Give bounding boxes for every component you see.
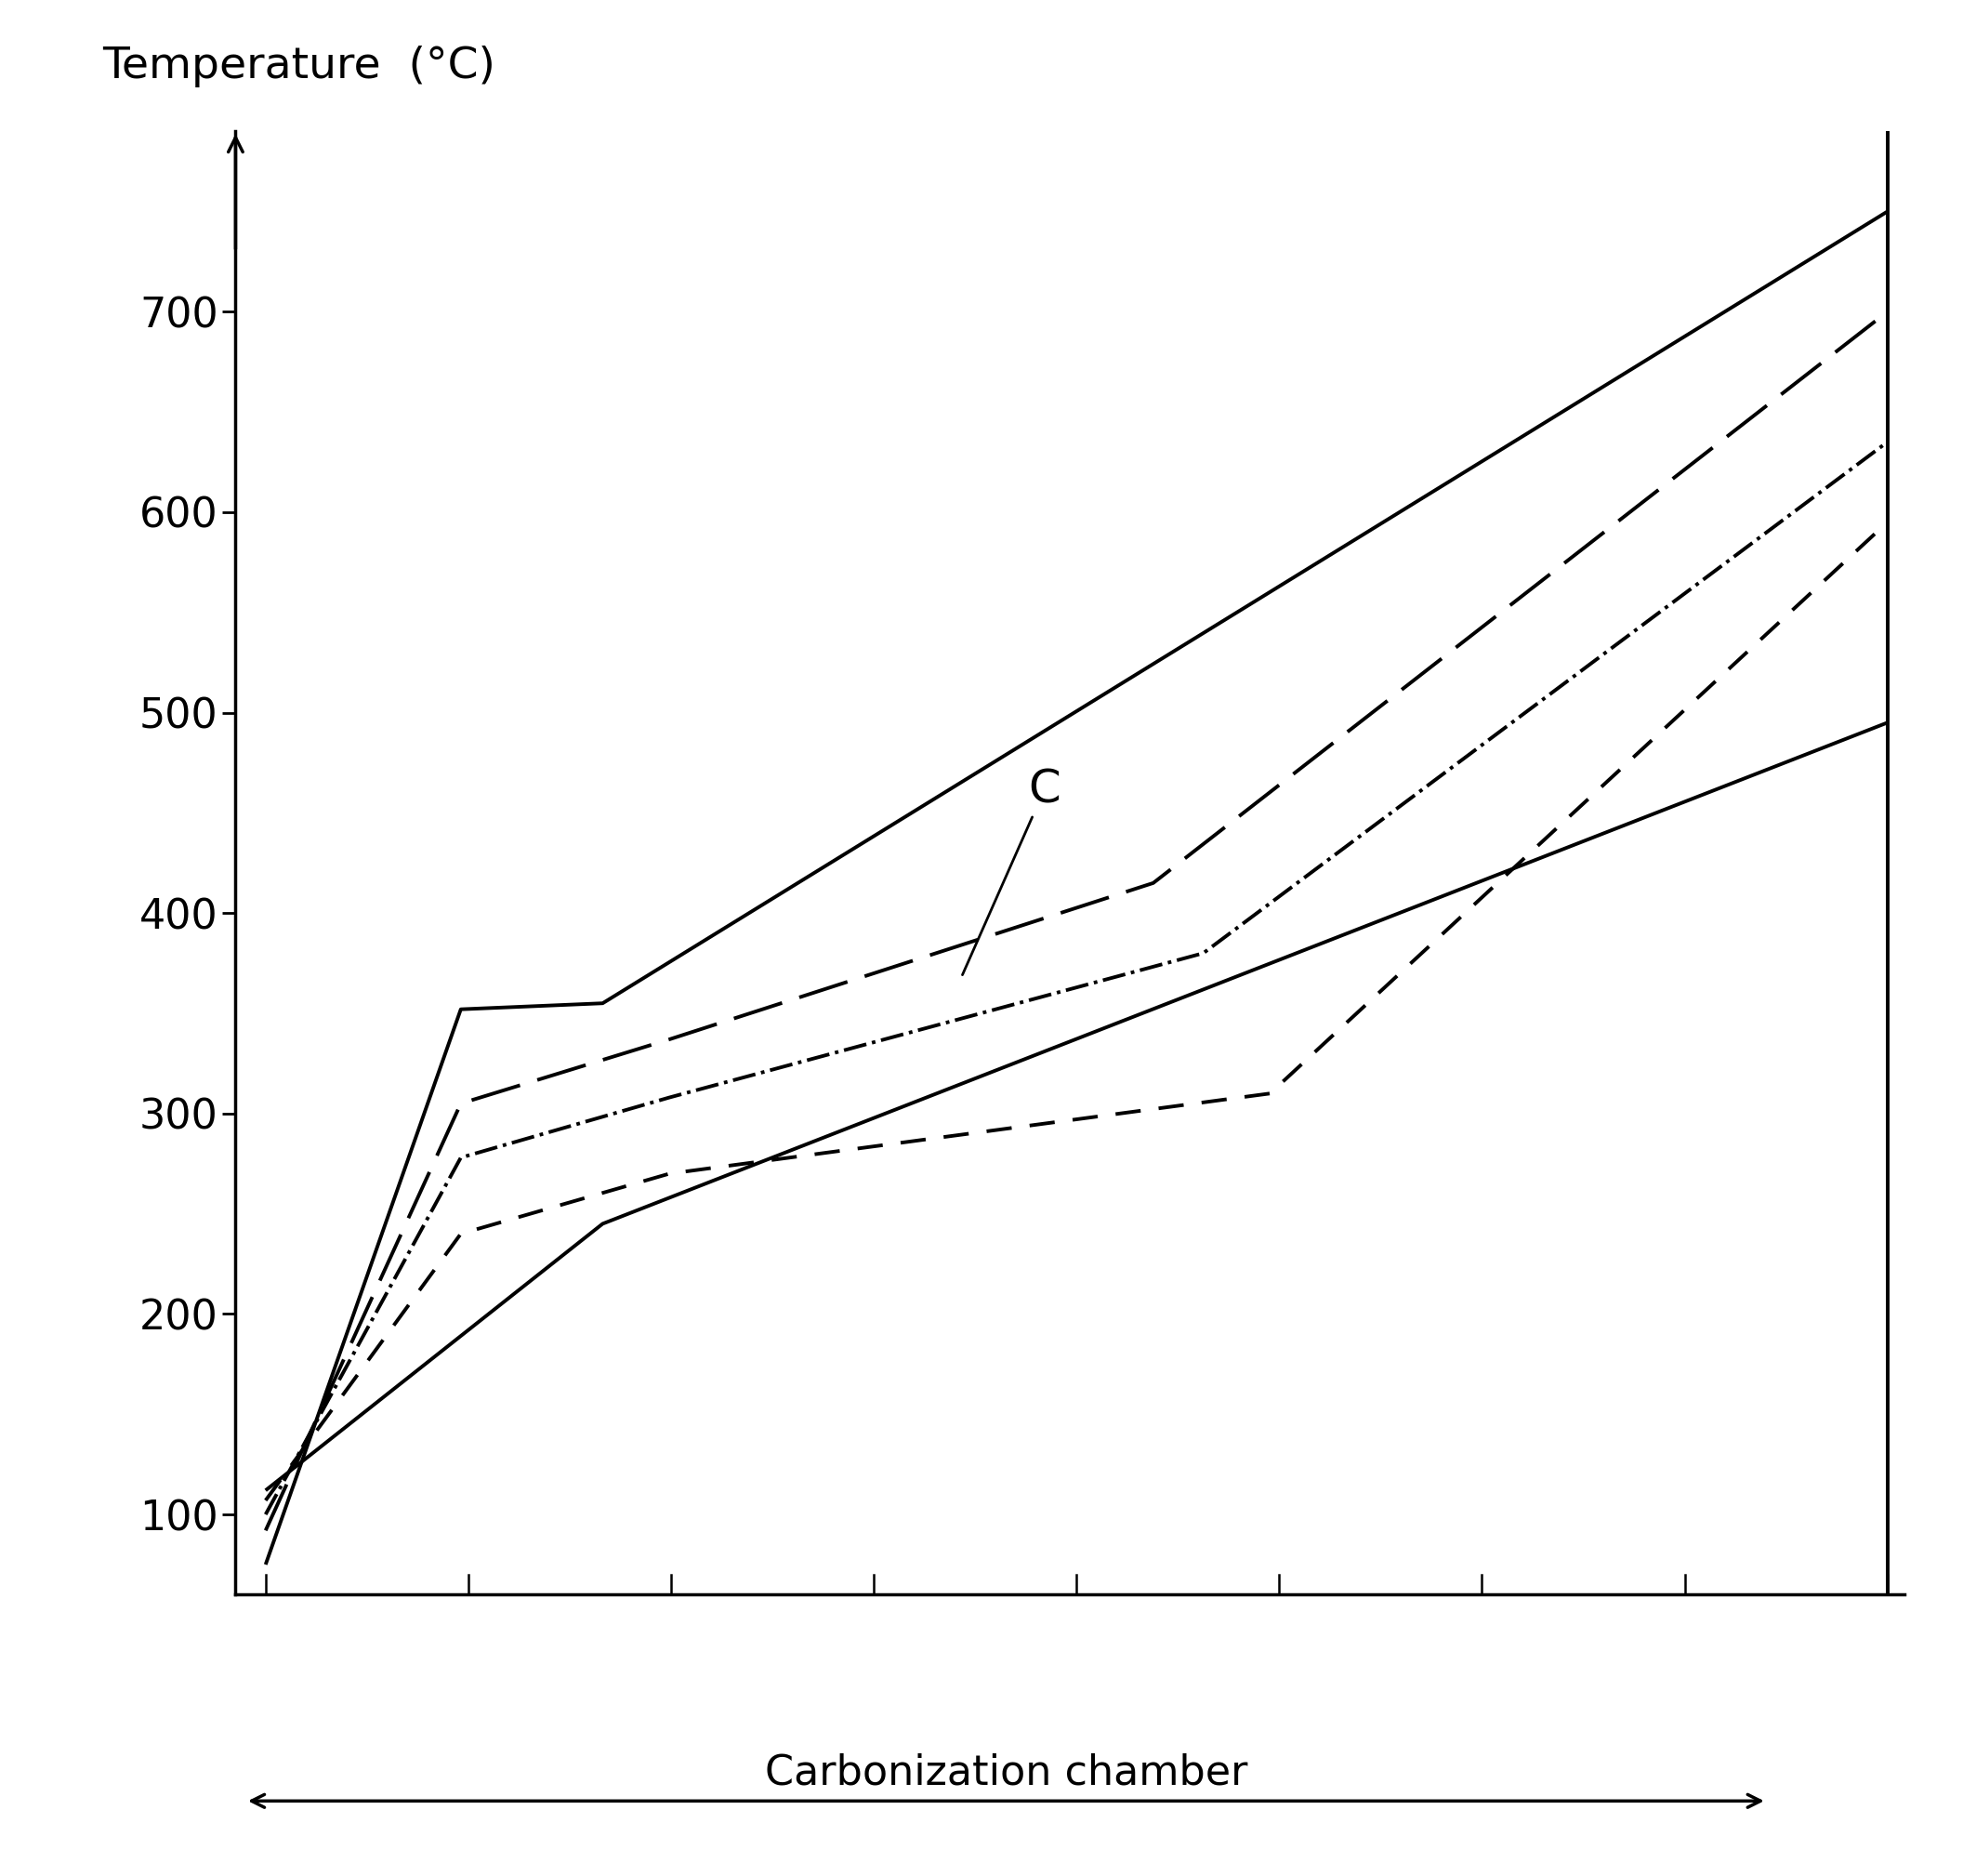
Text: Temperature  (°C): Temperature (°C) [102, 45, 495, 88]
Text: Carbonization chamber: Carbonization chamber [766, 1752, 1247, 1793]
Text: C: C [962, 767, 1060, 976]
